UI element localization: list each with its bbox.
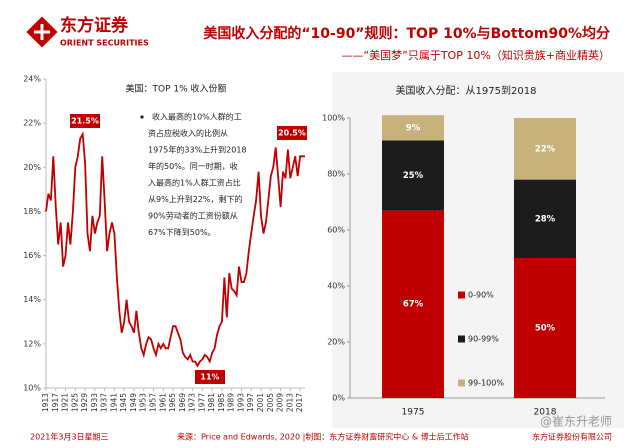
bar-value-label: 22%: [535, 144, 556, 154]
chart-title: 美国收入分配：从1975到2018: [396, 84, 537, 97]
note-line: 入最高的1%人群工资占比: [148, 178, 241, 188]
y-tick-label: 16%: [23, 251, 41, 260]
x-tick-label: 1997: [246, 393, 255, 412]
x-tick-label: 1981: [207, 393, 216, 412]
x-tick-label: 1925: [70, 393, 79, 412]
note-line: 年的50%。同一时期，收: [148, 161, 238, 171]
logo-cn: 东方证券: [60, 15, 129, 36]
line-series: [45, 131, 305, 368]
legend-swatch: [458, 379, 465, 387]
bar-segment: [514, 179, 576, 258]
bar-value-label: 25%: [403, 171, 424, 181]
x-tick-label: 2005: [266, 393, 275, 412]
x-tick-label: 2013: [285, 393, 294, 412]
y-tick-label: 24%: [23, 75, 41, 84]
y-tick-label: 14%: [23, 295, 41, 304]
x-tick-label: 1949: [129, 393, 138, 412]
slide-title: 美国收入分配的“10-90”规则：TOP 10%与Bottom90%均分: [203, 25, 610, 42]
bar-value-label: 28%: [535, 214, 556, 224]
x-tick-label: 1985: [217, 393, 226, 412]
right-panel: [332, 72, 624, 428]
annotation-box: [277, 126, 307, 140]
legend-label: 99-100%: [468, 379, 504, 388]
x-tick-label: 1993: [236, 393, 245, 412]
watermark: @崔东升老师: [540, 415, 612, 429]
slide-subtitle: ——“美国梦”只属于TOP 10%（知识贵族+商业精英）: [341, 48, 610, 62]
x-tick-label: 1945: [119, 393, 128, 412]
y-tick-label: 10%: [23, 384, 41, 393]
bar-value-label: 50%: [535, 324, 556, 334]
y-tick-label: 12%: [23, 339, 41, 348]
x-tick-label: 1973: [188, 393, 197, 412]
legend-swatch: [458, 335, 465, 343]
x-tick-label: 1937: [100, 393, 109, 412]
x-tick-label: 1933: [90, 393, 99, 412]
x-tick-label: 1941: [109, 393, 118, 412]
x-tick-label: 2017: [295, 393, 304, 412]
bar-segment: [514, 118, 576, 180]
bar-segment: [382, 115, 444, 141]
note-line: 收入最高的10%人群的工: [152, 112, 242, 122]
note-line: 资占应税收入的比例从: [148, 128, 228, 138]
annotation-box: [195, 370, 225, 384]
footer-date: 2021年3月3日星期三: [30, 432, 109, 442]
bar-value-label: 67%: [403, 300, 424, 310]
x-tick-label: 1953: [139, 393, 148, 412]
bar-segment: [514, 258, 576, 398]
footer-company: 东方证券股份有限公司: [532, 432, 612, 442]
x-tick-label: 1969: [178, 393, 187, 412]
y-tick-label: 20%: [327, 338, 345, 347]
x-tick-label: 1921: [61, 393, 70, 412]
legend-label: 90-99%: [468, 335, 499, 344]
x-tick-label: 1929: [80, 393, 89, 412]
bar-segment: [382, 140, 444, 211]
y-tick-label: 0%: [332, 394, 345, 403]
x-tick-label: 1957: [149, 393, 158, 412]
x-tick-label: 2009: [276, 393, 285, 412]
y-tick-label: 80%: [327, 170, 345, 179]
chart-title: 美国：TOP 1% 收入份额: [125, 83, 226, 95]
note-line: 67%下降到50%。: [148, 227, 216, 237]
x-tick-label: 1965: [168, 393, 177, 412]
x-tick-label: 1913: [41, 393, 50, 412]
note-line: 1975年的33%上升到2018: [148, 145, 247, 155]
x-tick-label: 1977: [197, 393, 206, 412]
y-tick-label: 20%: [23, 163, 41, 172]
x-tick-label: 1961: [158, 393, 167, 412]
y-tick-label: 18%: [23, 207, 41, 216]
y-tick-label: 40%: [327, 282, 345, 291]
x-tick-label: 1989: [227, 393, 236, 412]
y-tick-label: 60%: [327, 226, 345, 235]
footer-source: 来源：Price and Edwards, 2020 |制图：东方证券财富研究中…: [177, 432, 469, 442]
y-tick-label: 22%: [23, 119, 41, 128]
bar-segment: [382, 210, 444, 398]
x-tick-label: 1975: [402, 408, 425, 418]
x-tick-label: 1917: [51, 393, 60, 412]
annotation: 11%: [200, 373, 219, 382]
bar-value-label: 9%: [406, 123, 421, 133]
x-tick-label: 2001: [256, 393, 265, 412]
logo-en: ORIENT SECURITIES: [60, 39, 149, 48]
x-tick-label: 2018: [534, 408, 557, 418]
note-line: 从9%上升到22%，剩下的: [148, 194, 242, 204]
note-line: 90%劳动者的工资份额从: [148, 211, 238, 221]
y-tick-label: 100%: [322, 114, 345, 123]
annotation: 20.5%: [278, 129, 306, 138]
annotation-box: [70, 114, 100, 128]
legend-swatch: [458, 291, 465, 299]
note-bullet: [140, 115, 144, 119]
legend-label: 0-90%: [468, 291, 494, 300]
logo-cross: [34, 24, 50, 40]
annotation: 21.5%: [71, 117, 99, 126]
